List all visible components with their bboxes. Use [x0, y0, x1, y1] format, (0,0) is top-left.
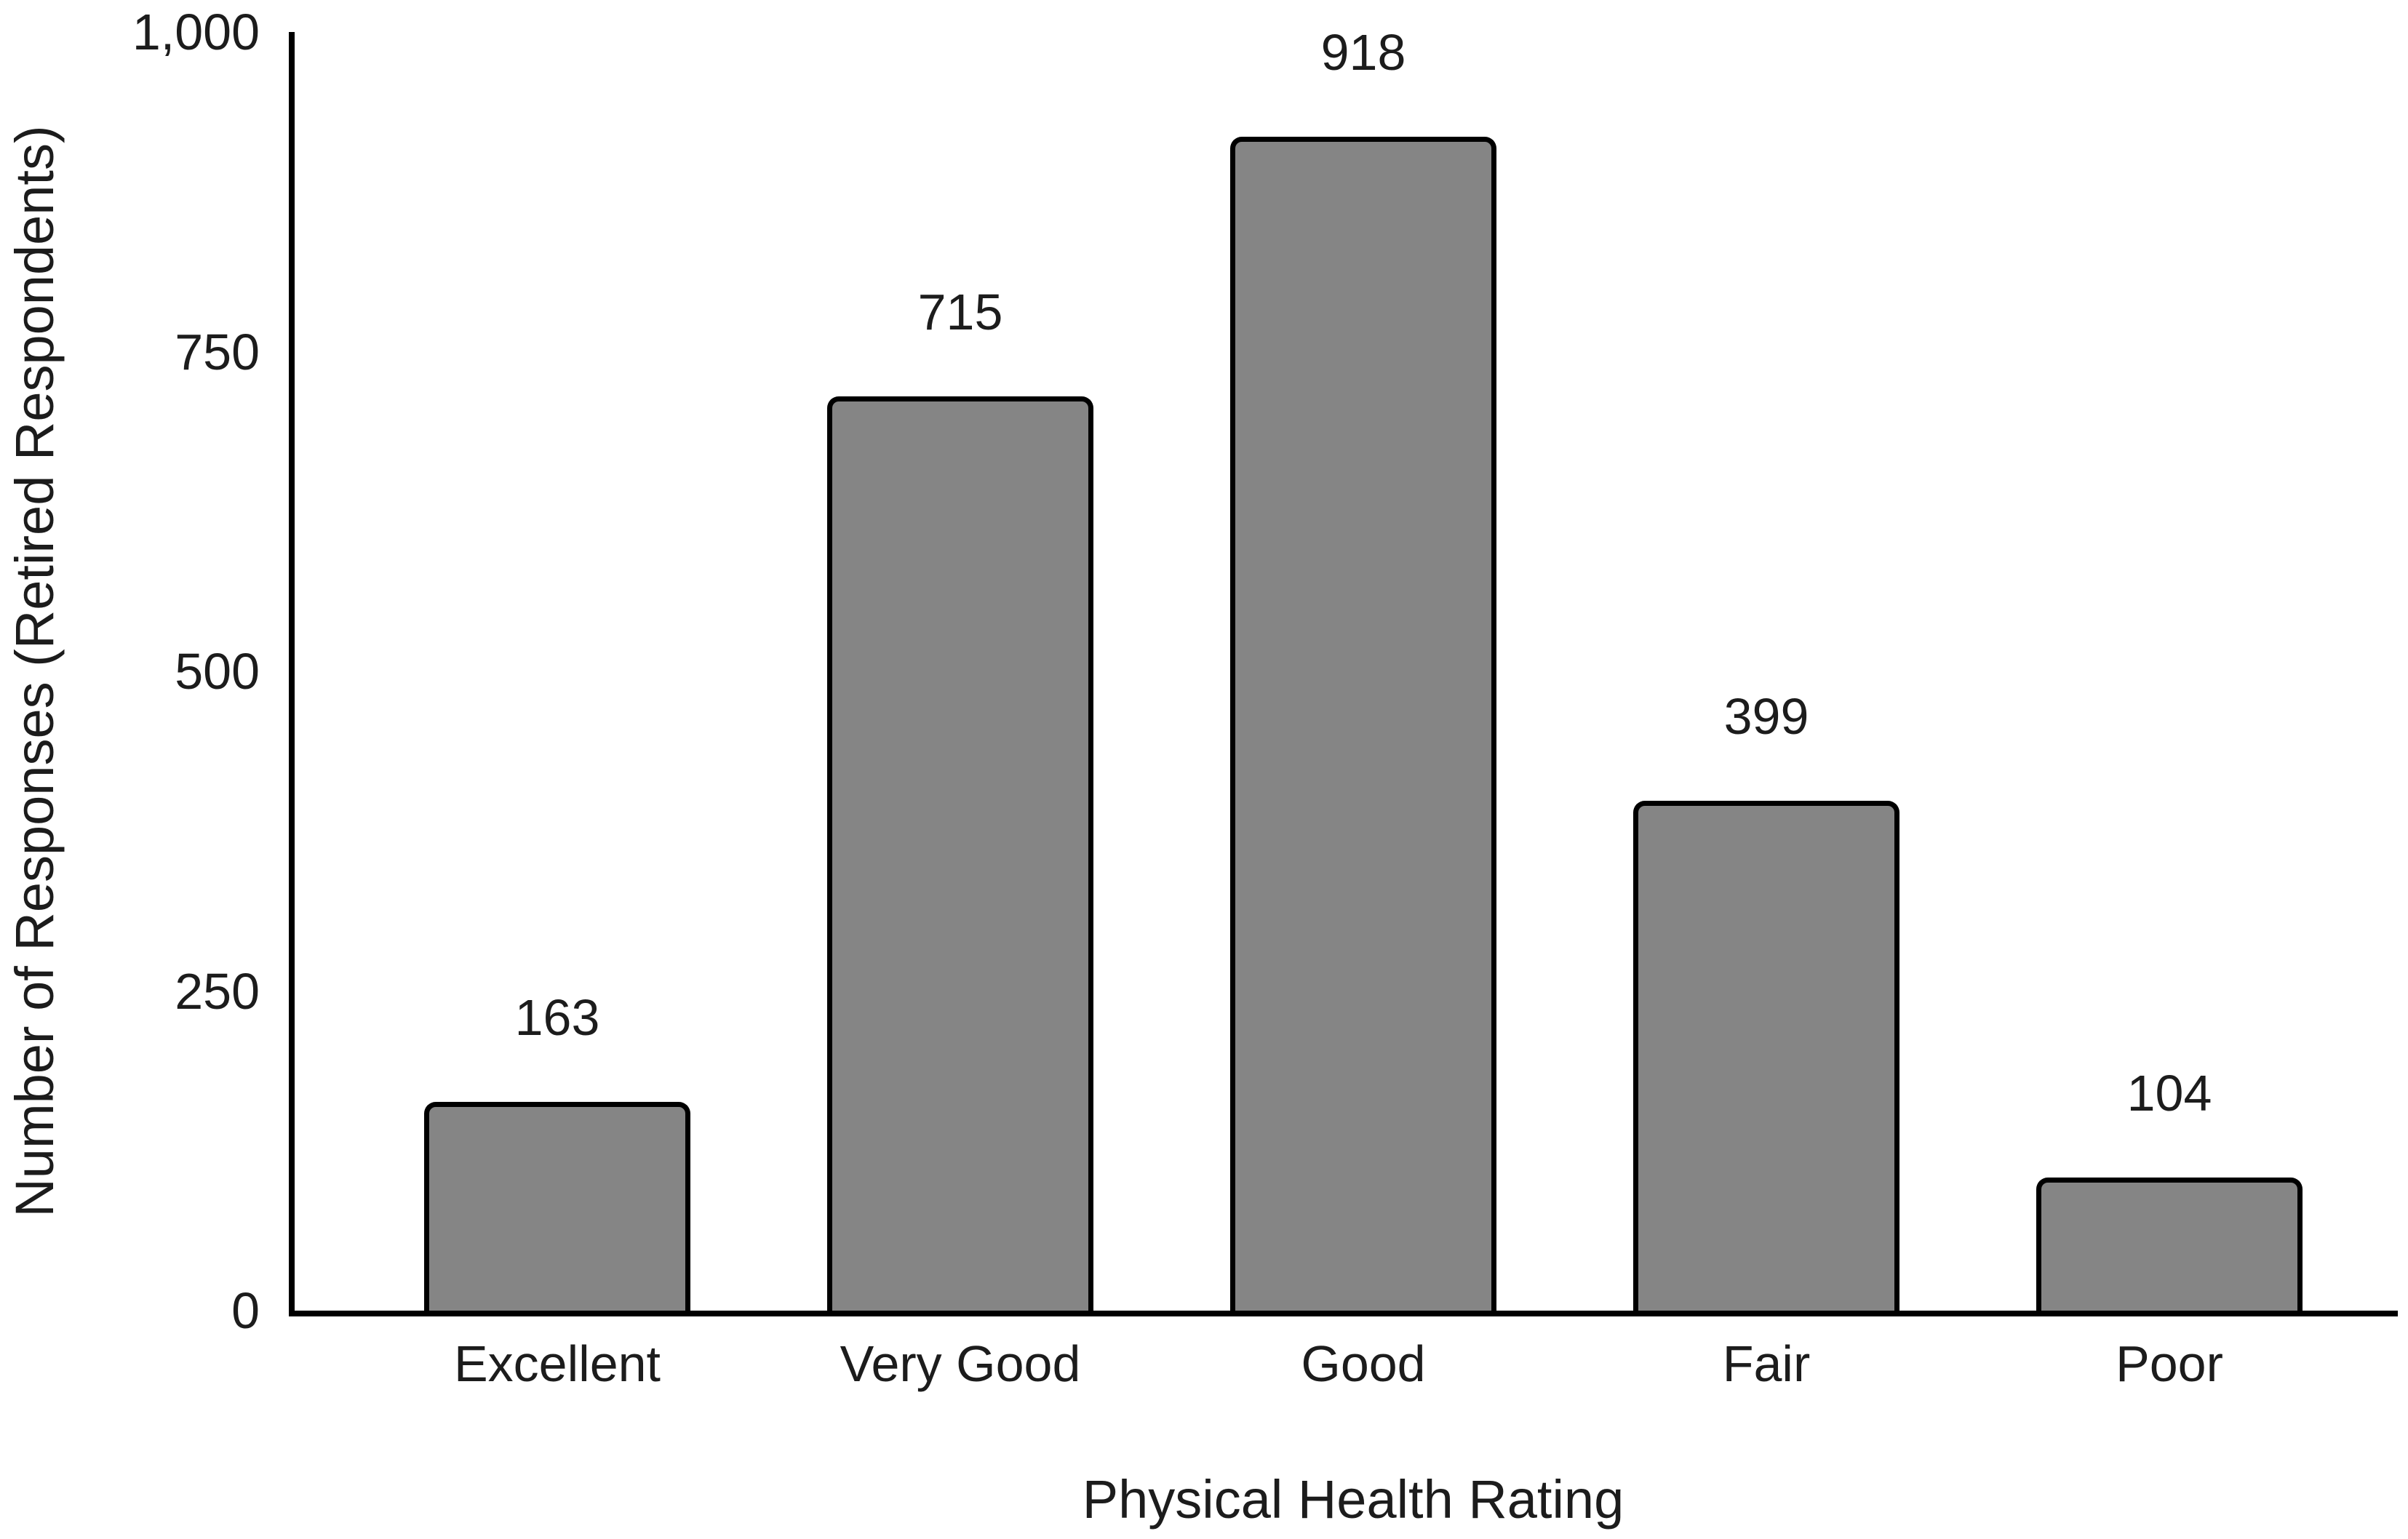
- x-axis-title: Physical Health Rating: [1082, 1469, 1624, 1530]
- y-tick-label-750: 750: [175, 323, 260, 380]
- x-axis-line: [289, 1311, 2398, 1316]
- x-category-label-poor: Poor: [2116, 1335, 2223, 1392]
- y-tick-label-0: 0: [231, 1282, 260, 1339]
- x-category-label-very-good: Very Good: [840, 1335, 1081, 1392]
- bar-excellent: [424, 1102, 690, 1311]
- bar-poor: [2036, 1178, 2303, 1311]
- x-category-label-fair: Fair: [1722, 1335, 1811, 1392]
- bar-value-label-fair: 399: [1723, 688, 1809, 745]
- bar-value-label-excellent: 163: [514, 989, 600, 1046]
- bar-value-label-poor: 104: [2126, 1065, 2212, 1122]
- x-category-label-good: Good: [1301, 1335, 1426, 1392]
- x-category-label-excellent: Excellent: [453, 1335, 661, 1392]
- bar-good: [1230, 137, 1496, 1311]
- bar-fair: [1633, 801, 1899, 1311]
- y-tick-label-1000: 1,000: [132, 4, 260, 60]
- y-axis-line: [289, 32, 295, 1316]
- bar-very-good: [827, 396, 1093, 1311]
- y-tick-label-250: 250: [175, 962, 260, 1020]
- y-tick-label-500: 500: [175, 643, 260, 700]
- bar-value-label-very-good: 715: [917, 284, 1003, 340]
- bar-value-label-good: 918: [1320, 24, 1406, 81]
